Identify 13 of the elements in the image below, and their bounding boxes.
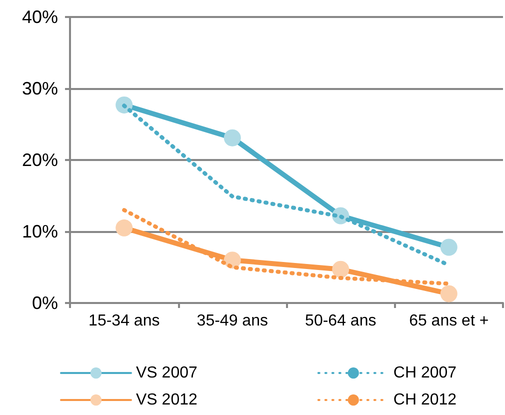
legend-label: CH 2007 xyxy=(393,364,457,382)
y-tick-label: 20% xyxy=(22,150,58,170)
legend-label: CH 2012 xyxy=(393,392,457,408)
x-tick-label: 50-64 ans xyxy=(305,312,376,330)
y-tick-label: 40% xyxy=(22,7,58,27)
y-tick-label: 10% xyxy=(22,222,58,242)
legend-label: VS 2007 xyxy=(136,364,198,382)
legend-label: VS 2012 xyxy=(136,392,198,408)
x-tick-label: 65 ans et + xyxy=(409,312,489,330)
x-tick-label: 35-49 ans xyxy=(196,312,268,330)
y-tick-label: 30% xyxy=(22,78,58,98)
x-tick-label: 15-34 ans xyxy=(88,312,160,330)
y-tick-label: 0% xyxy=(32,293,58,313)
